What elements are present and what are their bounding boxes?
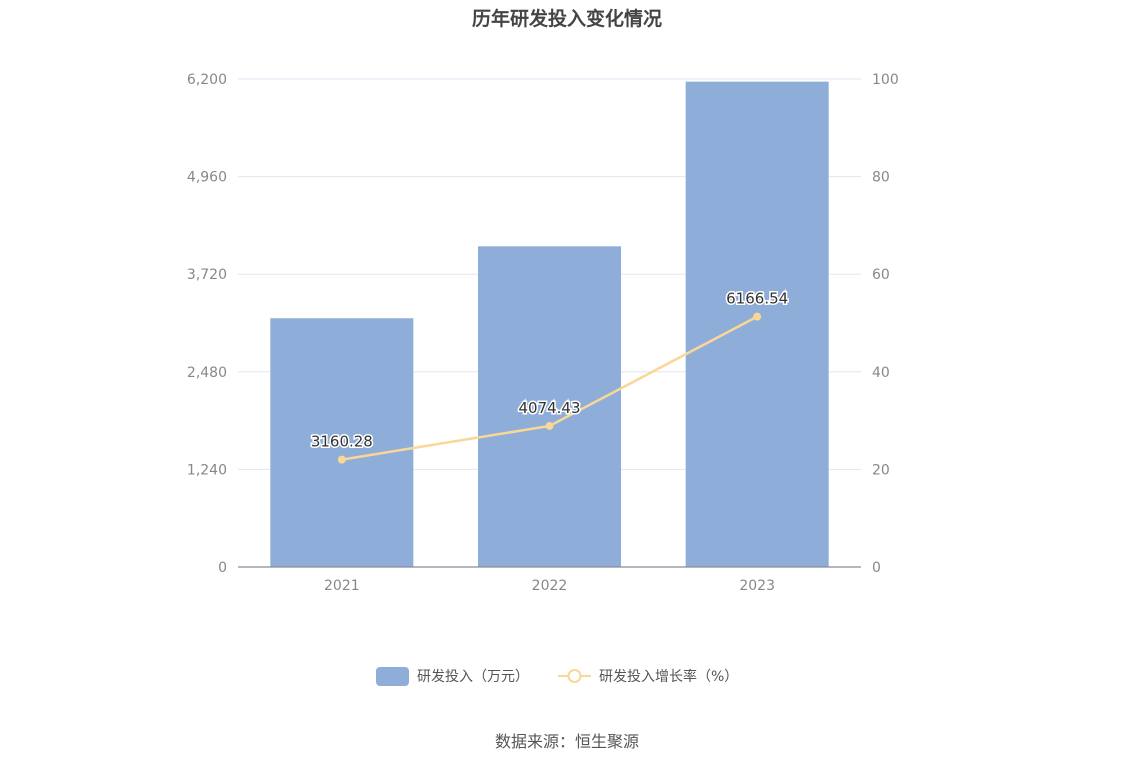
line-point[interactable]: [545, 421, 554, 430]
right-axis-tick-label: 60: [872, 267, 890, 283]
legend-bar-label: 研发投入（万元）: [417, 669, 529, 685]
data-source-note: 数据来源：恒生聚源: [495, 732, 639, 751]
legend-line-label: 研发投入增长率（%）: [599, 668, 738, 685]
line-series: [337, 312, 762, 464]
legend-item-line[interactable]: 研发投入增长率（%）: [558, 668, 738, 685]
right-axis-ticks: 0 20 40 60 80 100: [872, 72, 899, 576]
legend-bar-swatch: [376, 667, 409, 686]
left-axis-tick-label: 6,200: [187, 72, 227, 88]
legend-line-marker: [567, 669, 582, 683]
left-axis-tick-label: 4,960: [187, 170, 227, 186]
legend: 研发投入（万元） 研发投入增长率（%）: [376, 667, 738, 686]
line-point[interactable]: [753, 312, 762, 321]
bar-value-label: 3160.28: [311, 433, 373, 451]
right-axis-tick-label: 20: [872, 462, 890, 478]
bar[interactable]: [685, 81, 829, 567]
bar[interactable]: [270, 318, 414, 567]
bar-value-label: 4074.43: [518, 399, 580, 417]
right-axis-tick-label: 0: [872, 560, 881, 576]
right-axis-tick-label: 100: [872, 72, 899, 88]
x-axis-ticks: 2021 2022 2023: [324, 578, 775, 594]
right-axis-tick-label: 80: [872, 170, 890, 186]
x-axis-tick-label: 2022: [532, 578, 568, 594]
bar[interactable]: [478, 246, 621, 568]
bar-value-label: 6166.54: [726, 290, 788, 308]
line-point[interactable]: [337, 455, 346, 464]
x-axis-tick-label: 2023: [739, 578, 775, 594]
chart-title: 历年研发投入变化情况: [472, 7, 662, 30]
right-axis-tick-label: 40: [872, 365, 890, 381]
left-axis-tick-label: 3,720: [187, 267, 227, 283]
left-axis-tick-label: 0: [218, 560, 227, 576]
data-labels: 3160.28 4074.43 6166.54: [309, 288, 789, 452]
legend-item-bar[interactable]: 研发投入（万元）: [376, 667, 529, 686]
bar-series: [270, 81, 829, 568]
left-axis-tick-label: 2,480: [187, 365, 227, 381]
x-axis-tick-label: 2021: [324, 578, 360, 594]
left-axis-tick-label: 1,240: [187, 462, 227, 478]
left-axis-ticks: 0 1,240 2,480 3,720 4,960 6,200: [187, 72, 227, 576]
